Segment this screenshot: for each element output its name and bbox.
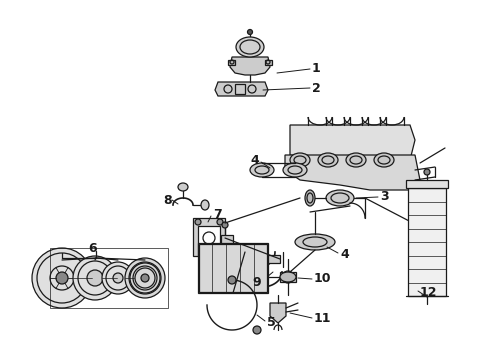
Text: 3: 3 <box>380 189 389 202</box>
Polygon shape <box>285 155 420 190</box>
Circle shape <box>73 256 117 300</box>
Circle shape <box>141 274 149 282</box>
Ellipse shape <box>295 234 335 250</box>
Text: 5: 5 <box>267 315 276 328</box>
Text: 10: 10 <box>314 273 332 285</box>
Text: 8: 8 <box>163 194 172 207</box>
Ellipse shape <box>201 200 209 210</box>
Bar <box>50 248 168 308</box>
Text: 4: 4 <box>340 248 349 261</box>
Circle shape <box>222 222 228 228</box>
Bar <box>268 255 280 263</box>
Bar <box>406 180 448 188</box>
Bar <box>280 272 296 282</box>
Circle shape <box>195 219 201 225</box>
Circle shape <box>87 270 103 286</box>
Text: 6: 6 <box>88 242 97 255</box>
Text: 9: 9 <box>252 275 261 288</box>
Text: 7: 7 <box>213 208 222 221</box>
Ellipse shape <box>236 37 264 57</box>
Text: 12: 12 <box>420 285 438 298</box>
Bar <box>198 243 268 293</box>
Polygon shape <box>270 303 286 323</box>
Polygon shape <box>228 60 235 65</box>
Circle shape <box>253 326 261 334</box>
Ellipse shape <box>305 190 315 206</box>
Polygon shape <box>193 218 225 256</box>
Ellipse shape <box>283 163 307 177</box>
Circle shape <box>113 273 123 283</box>
Polygon shape <box>230 57 270 75</box>
Ellipse shape <box>318 153 338 167</box>
Ellipse shape <box>178 183 188 191</box>
Ellipse shape <box>346 153 366 167</box>
Polygon shape <box>265 60 272 65</box>
Circle shape <box>32 248 92 308</box>
Text: 1: 1 <box>312 63 321 76</box>
Bar <box>199 244 267 292</box>
Bar <box>408 188 446 296</box>
Ellipse shape <box>250 163 274 177</box>
Ellipse shape <box>326 190 354 206</box>
Text: 2: 2 <box>312 81 321 94</box>
Circle shape <box>56 272 68 284</box>
Circle shape <box>247 30 252 35</box>
Polygon shape <box>290 125 415 165</box>
Circle shape <box>125 258 165 298</box>
Circle shape <box>228 276 236 284</box>
Bar <box>221 235 233 243</box>
Circle shape <box>102 262 134 294</box>
Text: 4: 4 <box>250 154 259 167</box>
Circle shape <box>424 169 430 175</box>
Ellipse shape <box>280 272 296 282</box>
Circle shape <box>217 219 223 225</box>
Text: 11: 11 <box>314 312 332 325</box>
Ellipse shape <box>374 153 394 167</box>
Polygon shape <box>215 82 268 96</box>
Ellipse shape <box>290 153 310 167</box>
